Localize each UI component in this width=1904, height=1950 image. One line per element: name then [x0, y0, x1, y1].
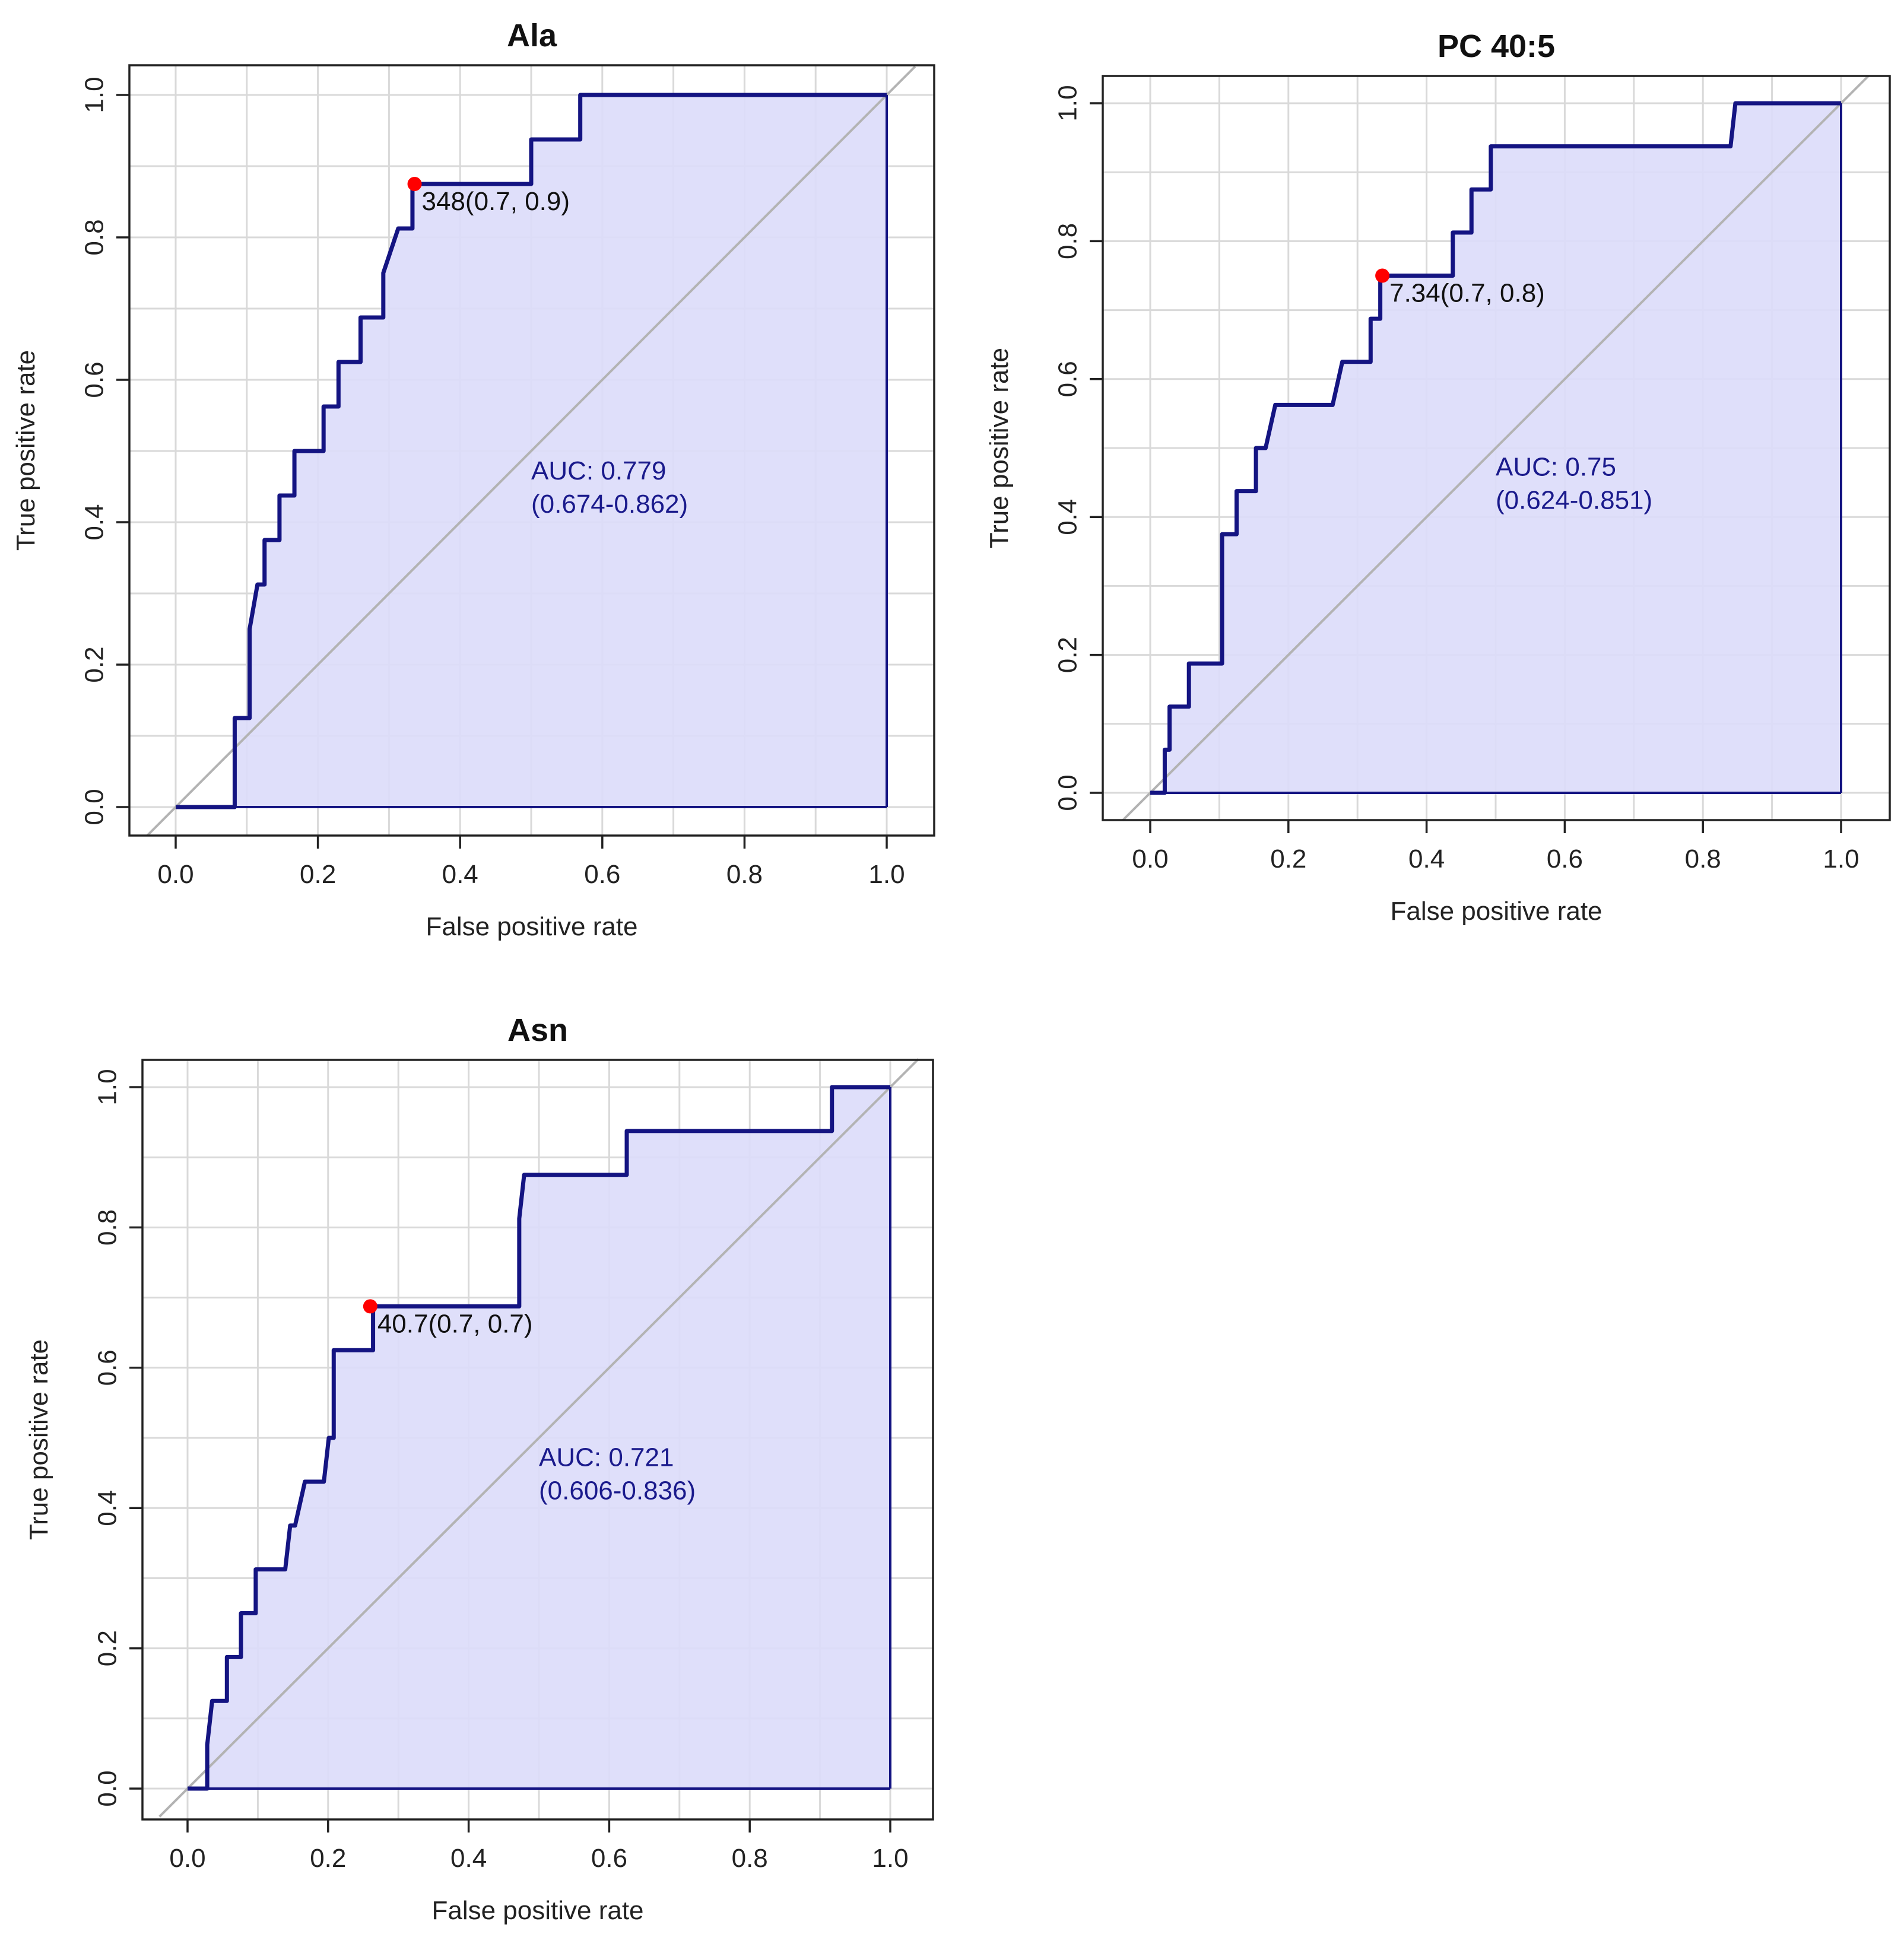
x-tick-label: 0.4	[450, 1844, 487, 1873]
y-tick-label: 0.4	[80, 504, 109, 540]
x-tick-label: 0.0	[169, 1844, 205, 1873]
x-tick-label: 1.0	[1823, 844, 1859, 874]
best-cutoff-point	[363, 1299, 377, 1314]
x-tick-label: 0.8	[1685, 844, 1721, 874]
chart-title: Asn	[507, 1012, 568, 1048]
x-tick-label: 0.8	[732, 1844, 768, 1873]
x-tick-label: 0.0	[157, 860, 193, 889]
x-tick-label: 0.6	[591, 1844, 627, 1873]
diagonal-reference-line	[158, 1058, 919, 1818]
auc-confidence-interval: (0.674-0.862)	[531, 490, 688, 519]
x-tick-label: 0.2	[300, 860, 336, 889]
y-axis-label: True positive rate	[985, 348, 1014, 548]
x-axis-label: False positive rate	[426, 912, 637, 941]
y-tick-label: 1.0	[93, 1069, 122, 1105]
x-tick-label: 0.2	[1270, 844, 1306, 874]
y-tick-label: 1.0	[1053, 85, 1083, 121]
auc-value: AUC: 0.779	[531, 456, 666, 485]
roc-panel-ala: 0.0 0.0 0.2 0.2 0.4 0.4 0.6 0.6 0.8 0.8 1.0 1.0 Ala F…	[0, 0, 952, 973]
diagonal-reference-line	[1122, 75, 1870, 821]
roc-panel-asn: 0.0 0.0 0.2 0.2 0.4 0.4 0.6 0.6 0.8 0.8 1.0 1.0 Asn F…	[0, 973, 952, 1950]
chart-title: Ala	[507, 18, 557, 53]
x-axis-label: False positive rate	[431, 1896, 643, 1925]
y-tick-label: 0.8	[93, 1209, 122, 1246]
auc-confidence-interval: (0.624-0.851)	[1496, 485, 1652, 515]
auc-value: AUC: 0.75	[1496, 452, 1616, 481]
roc-curve	[188, 1085, 890, 1791]
roc-chart-pc-40-5: 0.0 0.0 0.2 0.2 0.4 0.4 0.6 0.6 0.8 0.8 1.0 1.0 PC 4…	[985, 28, 1891, 926]
y-tick-label: 0.6	[93, 1349, 122, 1386]
x-tick-label: 0.4	[1408, 844, 1445, 874]
chart-title: PC 40:5	[1437, 28, 1555, 64]
roc-panel-pc-40-5: 0.0 0.0 0.2 0.2 0.4 0.4 0.6 0.6 0.8 0.8 1.0 1.0 PC 4…	[952, 0, 1904, 973]
best-cutoff-label: 40.7(0.7, 0.7)	[377, 1309, 533, 1338]
y-tick-label: 0.2	[80, 646, 109, 682]
y-tick-label: 0.0	[80, 789, 109, 825]
x-tick-label: 0.0	[1132, 844, 1168, 874]
y-axis-label: True positive rate	[24, 1339, 53, 1540]
plot-frame	[141, 1059, 934, 1821]
x-axis-label: False positive rate	[1390, 897, 1602, 926]
best-cutoff-label: 348(0.7, 0.9)	[422, 187, 570, 216]
y-tick-label: 0.2	[93, 1630, 122, 1666]
x-tick-label: 0.6	[1547, 844, 1583, 874]
auc-value: AUC: 0.721	[539, 1443, 674, 1472]
y-tick-label: 0.8	[80, 219, 109, 255]
y-tick-label: 0.8	[1053, 223, 1083, 259]
roc-chart-ala: 0.0 0.0 0.2 0.2 0.4 0.4 0.6 0.6 0.8 0.8 1.0 1.0 Ala F…	[11, 18, 935, 941]
roc-curve	[1150, 101, 1841, 795]
y-tick-label: 0.4	[93, 1490, 122, 1526]
x-tick-label: 0.4	[442, 860, 478, 889]
x-tick-label: 0.6	[584, 860, 620, 889]
y-tick-label: 0.0	[1053, 774, 1083, 811]
plot-frame	[128, 64, 935, 837]
x-tick-label: 0.8	[726, 860, 763, 889]
roc-chart-asn: 0.0 0.0 0.2 0.2 0.4 0.4 0.6 0.6 0.8 0.8 1.0 1.0 Asn F…	[24, 1012, 934, 1925]
y-tick-label: 0.2	[1053, 637, 1083, 673]
plot-frame	[1102, 75, 1891, 821]
roc-curve	[176, 93, 887, 809]
y-tick-label: 1.0	[80, 77, 109, 113]
auc-confidence-interval: (0.606-0.836)	[539, 1476, 696, 1505]
y-tick-label: 0.6	[80, 361, 109, 398]
y-tick-label: 0.4	[1053, 499, 1083, 535]
y-tick-label: 0.6	[1053, 361, 1083, 397]
x-tick-label: 1.0	[868, 860, 905, 889]
best-cutoff-label: 7.34(0.7, 0.8)	[1389, 279, 1545, 308]
best-cutoff-point	[407, 177, 422, 191]
diagonal-reference-line	[146, 65, 916, 837]
x-tick-label: 0.2	[310, 1844, 346, 1873]
y-axis-label: True positive rate	[11, 350, 40, 551]
y-tick-label: 0.0	[93, 1770, 122, 1806]
x-tick-label: 1.0	[872, 1844, 908, 1873]
best-cutoff-point	[1375, 268, 1390, 283]
